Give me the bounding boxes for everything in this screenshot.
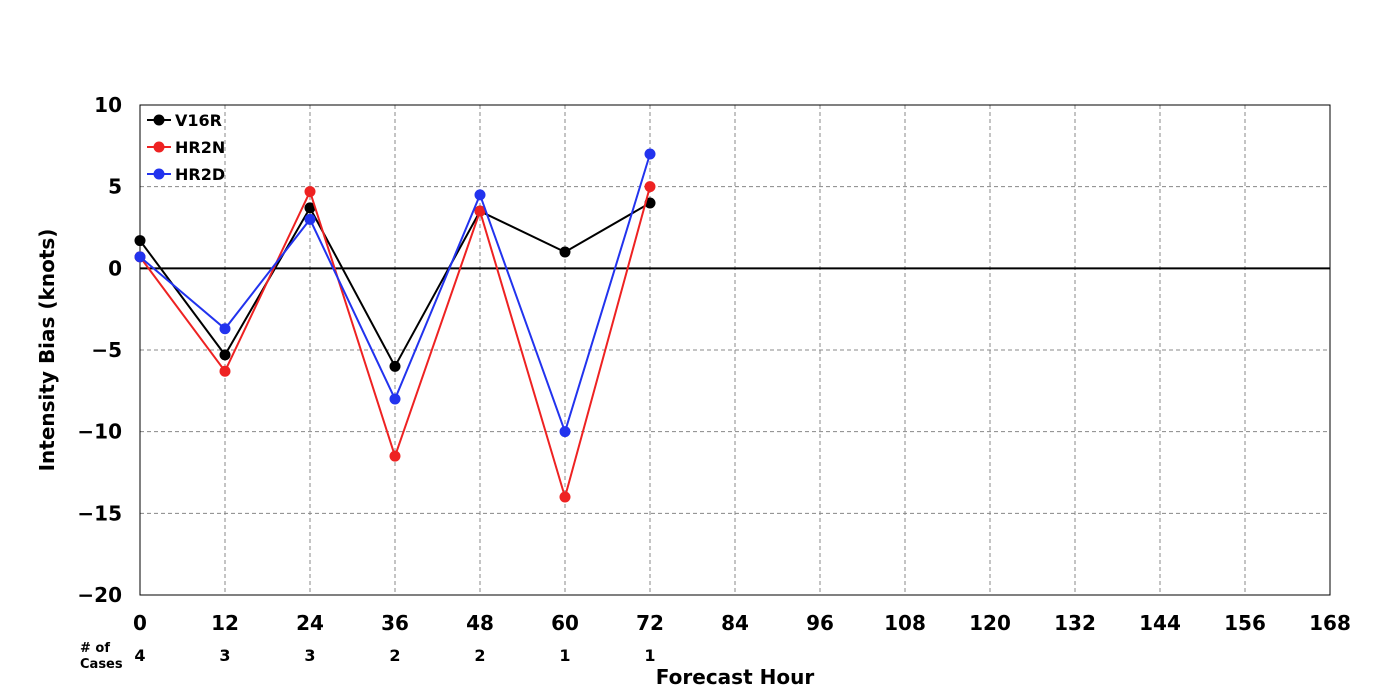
x-tick-label: 0 xyxy=(133,611,147,635)
y-tick-label: 5 xyxy=(108,175,122,199)
y-tick-label: −20 xyxy=(77,583,122,607)
data-point-v16r xyxy=(304,202,316,214)
x-tick-label: 12 xyxy=(211,611,239,635)
x-axis-label: Forecast Hour xyxy=(656,665,815,689)
data-point-hr2n xyxy=(474,205,486,217)
data-point-hr2n xyxy=(304,186,316,198)
data-point-hr2d xyxy=(304,213,316,225)
data-point-hr2d xyxy=(219,323,231,335)
legend-label: V16R xyxy=(175,111,222,130)
legend-marker xyxy=(153,168,165,180)
x-tick-label: 72 xyxy=(636,611,664,635)
case-count: 3 xyxy=(219,646,230,665)
data-point-v16r xyxy=(559,246,571,258)
y-tick-label: −15 xyxy=(77,501,122,525)
legend-item-v16r: V16R xyxy=(147,111,222,130)
legend-marker xyxy=(153,114,165,126)
plot-frame xyxy=(139,104,1331,596)
series-hr2n xyxy=(134,181,656,503)
legend: V16R HR2N HR2D xyxy=(147,111,225,184)
x-tick-label: 168 xyxy=(1309,611,1351,635)
grid xyxy=(140,105,1330,595)
data-point-hr2d xyxy=(559,426,571,438)
data-point-hr2d xyxy=(644,148,656,160)
y-tick-label: 10 xyxy=(94,93,122,117)
series-layer xyxy=(134,148,656,503)
case-count: 1 xyxy=(559,646,570,665)
data-point-hr2d xyxy=(134,251,146,263)
x-tick-label: 144 xyxy=(1139,611,1181,635)
x-tick-label: 84 xyxy=(721,611,749,635)
data-point-v16r xyxy=(389,360,401,372)
case-count: 2 xyxy=(389,646,400,665)
cases-label-line2: Cases xyxy=(80,657,123,672)
case-count: 2 xyxy=(474,646,485,665)
case-count: 1 xyxy=(644,646,655,665)
series-hr2d xyxy=(134,148,656,438)
data-point-hr2n xyxy=(559,491,571,503)
x-tick-label: 108 xyxy=(884,611,926,635)
data-point-hr2n xyxy=(644,181,656,193)
x-tick-label: 60 xyxy=(551,611,579,635)
legend-item-hr2n: HR2N xyxy=(147,138,225,157)
data-point-hr2d xyxy=(474,189,486,201)
case-count: 3 xyxy=(304,646,315,665)
y-axis-label: Intensity Bias (knots) xyxy=(35,229,59,472)
x-tick-label: 120 xyxy=(969,611,1011,635)
x-tick-label: 132 xyxy=(1054,611,1096,635)
data-point-hr2d xyxy=(389,393,401,405)
y-axis-ticks: 10 5 0 −5 −10 −15 −20 xyxy=(77,93,122,607)
legend-marker xyxy=(153,141,165,153)
cases-label-line1: # of xyxy=(80,641,110,656)
x-tick-label: 24 xyxy=(296,611,324,635)
y-tick-label: −5 xyxy=(91,338,122,362)
data-point-v16r xyxy=(219,349,231,361)
x-axis-ticks: 0 12 24 36 48 60 72 84 96 108 120 132 144 156 168 xyxy=(133,611,1351,635)
x-tick-label: 156 xyxy=(1224,611,1266,635)
legend-item-hr2d: HR2D xyxy=(147,165,225,184)
data-point-hr2n xyxy=(389,450,401,462)
data-point-hr2n xyxy=(219,365,231,377)
x-tick-label: 96 xyxy=(806,611,834,635)
cases-row: 4 3 3 2 2 1 1 xyxy=(134,646,655,665)
y-tick-label: 0 xyxy=(108,256,122,280)
y-tick-label: −10 xyxy=(77,420,122,444)
data-point-v16r xyxy=(134,235,146,247)
legend-label: HR2D xyxy=(175,165,225,184)
x-tick-label: 48 xyxy=(466,611,494,635)
series-line-hr2d xyxy=(139,153,651,435)
legend-label: HR2N xyxy=(175,138,225,157)
x-tick-label: 36 xyxy=(381,611,409,635)
case-count: 4 xyxy=(134,646,145,665)
